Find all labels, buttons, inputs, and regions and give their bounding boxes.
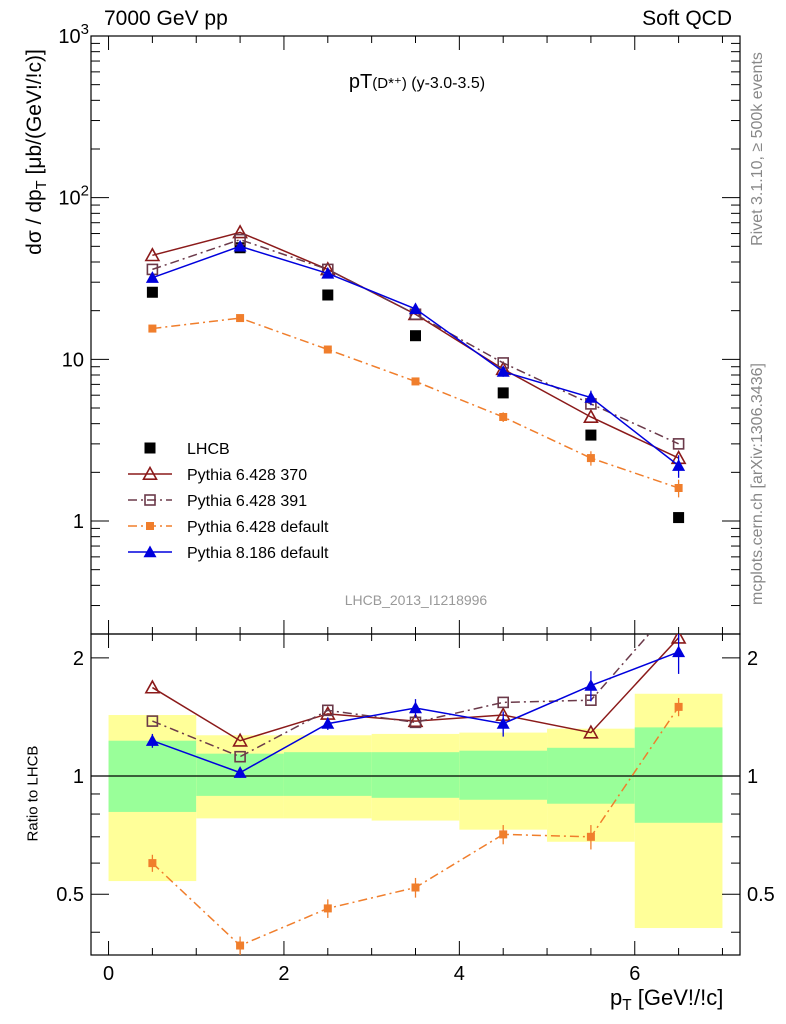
band-green-4 — [459, 750, 548, 800]
analysis-watermark: LHCB_2013_I1218996 — [345, 592, 488, 608]
main-series-3 — [148, 314, 683, 498]
main-series-3-line — [152, 317, 679, 489]
ratio-series-0-point-1 — [232, 732, 248, 747]
main-series-4 — [145, 239, 686, 478]
ratio-y-tick-label-right-2: 2 — [747, 648, 758, 670]
legend-label-2: Pythia 6.428 391 — [187, 493, 307, 510]
legend-label-0: LHCB — [187, 441, 230, 458]
legend-label-1: Pythia 6.428 370 — [187, 467, 307, 484]
main-series-3-point-4 — [499, 412, 508, 421]
main-series-1-point-0 — [144, 247, 161, 262]
main-series-2-point-6 — [672, 438, 685, 450]
ratio-series-0-point-5 — [583, 724, 599, 739]
x-tick-label-4: 4 — [454, 963, 465, 985]
main-series-4-point-6 — [672, 459, 686, 471]
header-right: Soft QCD — [642, 7, 732, 30]
ratio-series-1-point-2 — [321, 704, 334, 717]
ratio-series-3 — [145, 634, 686, 778]
ratio-series-3-point-1 — [233, 766, 247, 778]
ratio-series-3-point-6 — [672, 645, 686, 658]
legend-marker-2 — [144, 494, 156, 506]
ratio-series-2-point-0 — [148, 859, 157, 868]
ratio-series-3-point-0 — [145, 734, 159, 746]
ratio-series-2-point-6 — [674, 702, 683, 711]
ratio-y-tick-label-left-2: 2 — [73, 648, 84, 670]
legend-marker-3 — [146, 522, 154, 530]
ratio-series-3-point-2 — [321, 717, 335, 729]
main-series-1-line — [152, 231, 679, 459]
ratio-series-1-point-6 — [674, 595, 684, 605]
y-tick-label-1: 1 — [73, 511, 84, 533]
ratio-series-2-point-1 — [236, 941, 245, 950]
header-left: 7000 GeV pp — [104, 7, 228, 30]
y-tick-label-10^2: 102 — [58, 183, 89, 210]
ratio-series-2 — [148, 698, 683, 955]
main-series-4-point-2 — [321, 266, 335, 279]
main-series-0-point-0 — [146, 286, 158, 298]
main-series-0-point-5 — [585, 429, 597, 441]
main-series-0-point-3 — [410, 330, 421, 342]
band-green-6 — [634, 727, 723, 823]
main-series-3-point-6 — [674, 484, 683, 493]
ratio-series-3-point-4 — [496, 717, 510, 729]
ratio-series-3-point-5 — [584, 679, 598, 691]
ratio-y-ticks — [91, 657, 740, 933]
main-series-4-point-5 — [584, 391, 598, 403]
y-tick-label-10^3: 103 — [58, 21, 89, 48]
main-series-3-point-1 — [236, 314, 245, 323]
main-series-2-line — [152, 238, 679, 445]
main-y-ticks — [91, 42, 740, 635]
y-tick-label-10: 10 — [62, 349, 84, 371]
x-tick-label-0: 0 — [103, 963, 114, 985]
main-series-2 — [146, 233, 685, 450]
ratio-series-1-point-4 — [497, 696, 510, 709]
ratio-series-0-point-3 — [407, 712, 424, 728]
legend-marker-4 — [143, 545, 157, 558]
main-series-3-point-0 — [148, 324, 157, 333]
x-tick-label-2: 2 — [278, 963, 289, 985]
legend-marker-1 — [142, 465, 158, 481]
main-series-4-point-1 — [233, 239, 247, 252]
x-ticks — [108, 36, 723, 955]
main-series-3-point-2 — [323, 345, 332, 354]
legend-marker-0 — [144, 442, 156, 454]
ratio-y-tick-label-right-1: 1 — [747, 766, 758, 788]
main-series-3-point-5 — [586, 454, 595, 463]
band-green-3 — [371, 752, 460, 798]
x-axis-label-text: pT [GeV!/!c] — [610, 985, 724, 1015]
main-series-4-point-0 — [145, 271, 159, 283]
main-series-1-point-5 — [583, 408, 599, 423]
main-series-4-line — [152, 245, 680, 467]
band-green-2 — [283, 752, 372, 796]
ratio-series-2-point-2 — [323, 904, 332, 913]
ratio-series-3-point-3 — [409, 701, 422, 714]
ratio-series-2-point-4 — [499, 830, 508, 839]
x-tick-label-6: 6 — [629, 963, 640, 985]
main-series-1 — [144, 224, 687, 465]
main-series-4-point-3 — [409, 302, 422, 315]
ratio-series-2-point-5 — [586, 832, 595, 841]
main-series-0-point-2 — [322, 289, 334, 301]
ratio-series-1-point-1 — [234, 750, 246, 763]
ratio-series-2-point-3 — [411, 883, 420, 892]
ratio-series-0-point-0 — [144, 679, 161, 694]
main-series-0-point-6 — [673, 512, 685, 524]
main-series-1-point-1 — [232, 224, 248, 239]
chart-title: pT(D*⁺) (y-3.0-3.5) — [349, 71, 485, 93]
main-series-0-point-4 — [497, 387, 509, 399]
main-series-3-point-3 — [411, 377, 420, 386]
legend-label-4: Pythia 8.186 default — [187, 545, 329, 562]
ratio-series-1-point-0 — [146, 715, 159, 727]
ratio-series-0-line — [152, 637, 680, 742]
main-series-4-point-4 — [496, 365, 510, 377]
ratio-y-tick-label-left-1: 1 — [73, 766, 84, 788]
legend-label-3: Pythia 6.428 default — [187, 519, 329, 536]
ratio-y-tick-label-right-0.5: 0.5 — [747, 884, 775, 906]
legend: LHCB Pythia 6.428 370 Pythia 6.428 391 Pyth… — [128, 441, 329, 562]
x-axis-label: pT [GeV!/!c] — [610, 985, 724, 1015]
ratio-y-tick-label-left-0.5: 0.5 — [56, 884, 84, 906]
